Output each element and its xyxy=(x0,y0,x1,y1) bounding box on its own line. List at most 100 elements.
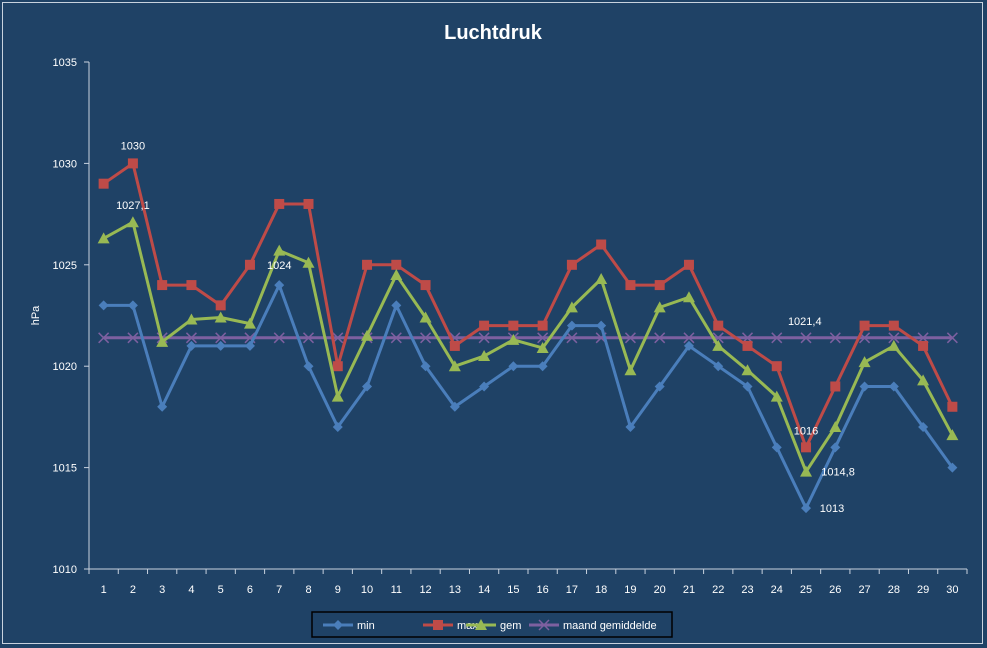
x-tick-label: 24 xyxy=(771,584,783,596)
point-max xyxy=(362,259,373,270)
point-max xyxy=(186,280,197,291)
point-max xyxy=(801,442,812,453)
series-min xyxy=(98,280,958,514)
point-maand-gemiddelde xyxy=(654,332,666,344)
point-max xyxy=(830,381,841,392)
y-tick-label: 1025 xyxy=(53,260,77,272)
point-gem xyxy=(214,311,227,323)
point-maand-gemiddelde xyxy=(390,332,402,344)
point-maand-gemiddelde xyxy=(888,332,900,344)
point-min xyxy=(274,280,285,291)
point-min xyxy=(683,340,694,351)
x-tick-label: 23 xyxy=(741,584,753,596)
point-gem xyxy=(361,329,374,341)
legend: minmaxgemmaand gemiddelde xyxy=(311,611,673,638)
x-tick-label: 21 xyxy=(683,584,695,596)
point-max xyxy=(303,198,314,209)
point-max xyxy=(596,239,607,250)
point-gem xyxy=(331,390,344,402)
legend-label: maand gemiddelde xyxy=(563,620,657,632)
point-gem xyxy=(448,360,461,372)
point-min xyxy=(215,340,226,351)
x-tick-label: 22 xyxy=(712,584,724,596)
point-max xyxy=(537,320,548,331)
point-min xyxy=(947,462,958,473)
y-tick-label: 1010 xyxy=(53,564,77,576)
x-tick-label: 2 xyxy=(130,584,136,596)
point-gem xyxy=(565,301,578,313)
point-maand-gemiddelde xyxy=(273,332,285,344)
point-min xyxy=(771,442,782,453)
x-tick-label: 16 xyxy=(537,584,549,596)
x-tick-label: 18 xyxy=(595,584,607,596)
point-min xyxy=(332,422,343,433)
point-max xyxy=(566,259,577,270)
x-tick-label: 11 xyxy=(391,584,402,596)
x-tick-label: 19 xyxy=(624,584,636,596)
point-min xyxy=(244,340,255,351)
point-gem xyxy=(800,465,813,477)
data-label: 1024 xyxy=(267,260,291,272)
point-gem xyxy=(273,244,286,256)
point-gem xyxy=(595,272,608,284)
point-gem xyxy=(536,341,549,353)
point-gem xyxy=(770,390,783,402)
x-tick-label: 13 xyxy=(449,584,461,596)
point-max xyxy=(771,361,782,372)
x-tick-label: 1 xyxy=(101,584,107,596)
point-min xyxy=(596,320,607,331)
series-line-gem xyxy=(102,220,954,474)
legend-label: gem xyxy=(500,620,521,632)
point-max xyxy=(244,259,255,270)
point-maand-gemiddelde xyxy=(302,332,315,344)
point-max xyxy=(332,361,343,372)
chart-title: Luchtdruk xyxy=(444,22,543,44)
point-gem xyxy=(156,335,169,347)
point-max xyxy=(625,280,636,291)
point-max xyxy=(127,158,138,169)
point-min xyxy=(157,401,168,412)
point-max xyxy=(654,280,665,291)
point-gem xyxy=(97,232,110,244)
point-max xyxy=(508,320,519,331)
x-tick-label: 9 xyxy=(335,584,341,596)
point-max xyxy=(391,259,402,270)
point-maand-gemiddelde xyxy=(800,332,812,344)
point-max xyxy=(479,320,490,331)
point-gem xyxy=(624,364,637,376)
point-min xyxy=(391,300,402,311)
x-tick-label: 14 xyxy=(478,584,490,596)
point-max xyxy=(888,320,899,331)
point-max xyxy=(98,178,109,189)
point-maand-gemiddelde xyxy=(98,332,110,344)
y-tick-label: 1020 xyxy=(53,361,77,373)
legend-swatch-marker xyxy=(333,620,343,630)
legend-entry-min: min xyxy=(323,620,375,632)
point-gem xyxy=(126,216,139,228)
point-maand-gemiddelde xyxy=(127,332,139,344)
point-gem xyxy=(858,356,871,368)
point-gem xyxy=(917,374,930,386)
point-min xyxy=(918,422,929,433)
data-labels: 1030 1027,1 1024 1021,4 1016 1014,8 1013 xyxy=(116,140,855,515)
point-max xyxy=(859,320,870,331)
point-gem xyxy=(946,429,959,441)
legend-label: min xyxy=(357,620,375,632)
point-min xyxy=(625,422,636,433)
point-gem xyxy=(741,364,754,376)
x-tick-label: 6 xyxy=(247,584,253,596)
point-max xyxy=(157,280,168,291)
point-max xyxy=(683,259,694,270)
x-tick-label: 17 xyxy=(566,584,578,596)
point-max xyxy=(918,340,929,351)
point-min xyxy=(888,381,899,392)
y-tick-label: 1015 xyxy=(53,463,77,475)
point-min xyxy=(654,381,665,392)
point-min xyxy=(186,340,197,351)
point-gem xyxy=(419,311,432,323)
x-tick-label: 10 xyxy=(361,584,373,596)
x-tick-label: 28 xyxy=(888,584,900,596)
point-min xyxy=(566,320,577,331)
y-tick-label: 1035 xyxy=(53,57,77,69)
